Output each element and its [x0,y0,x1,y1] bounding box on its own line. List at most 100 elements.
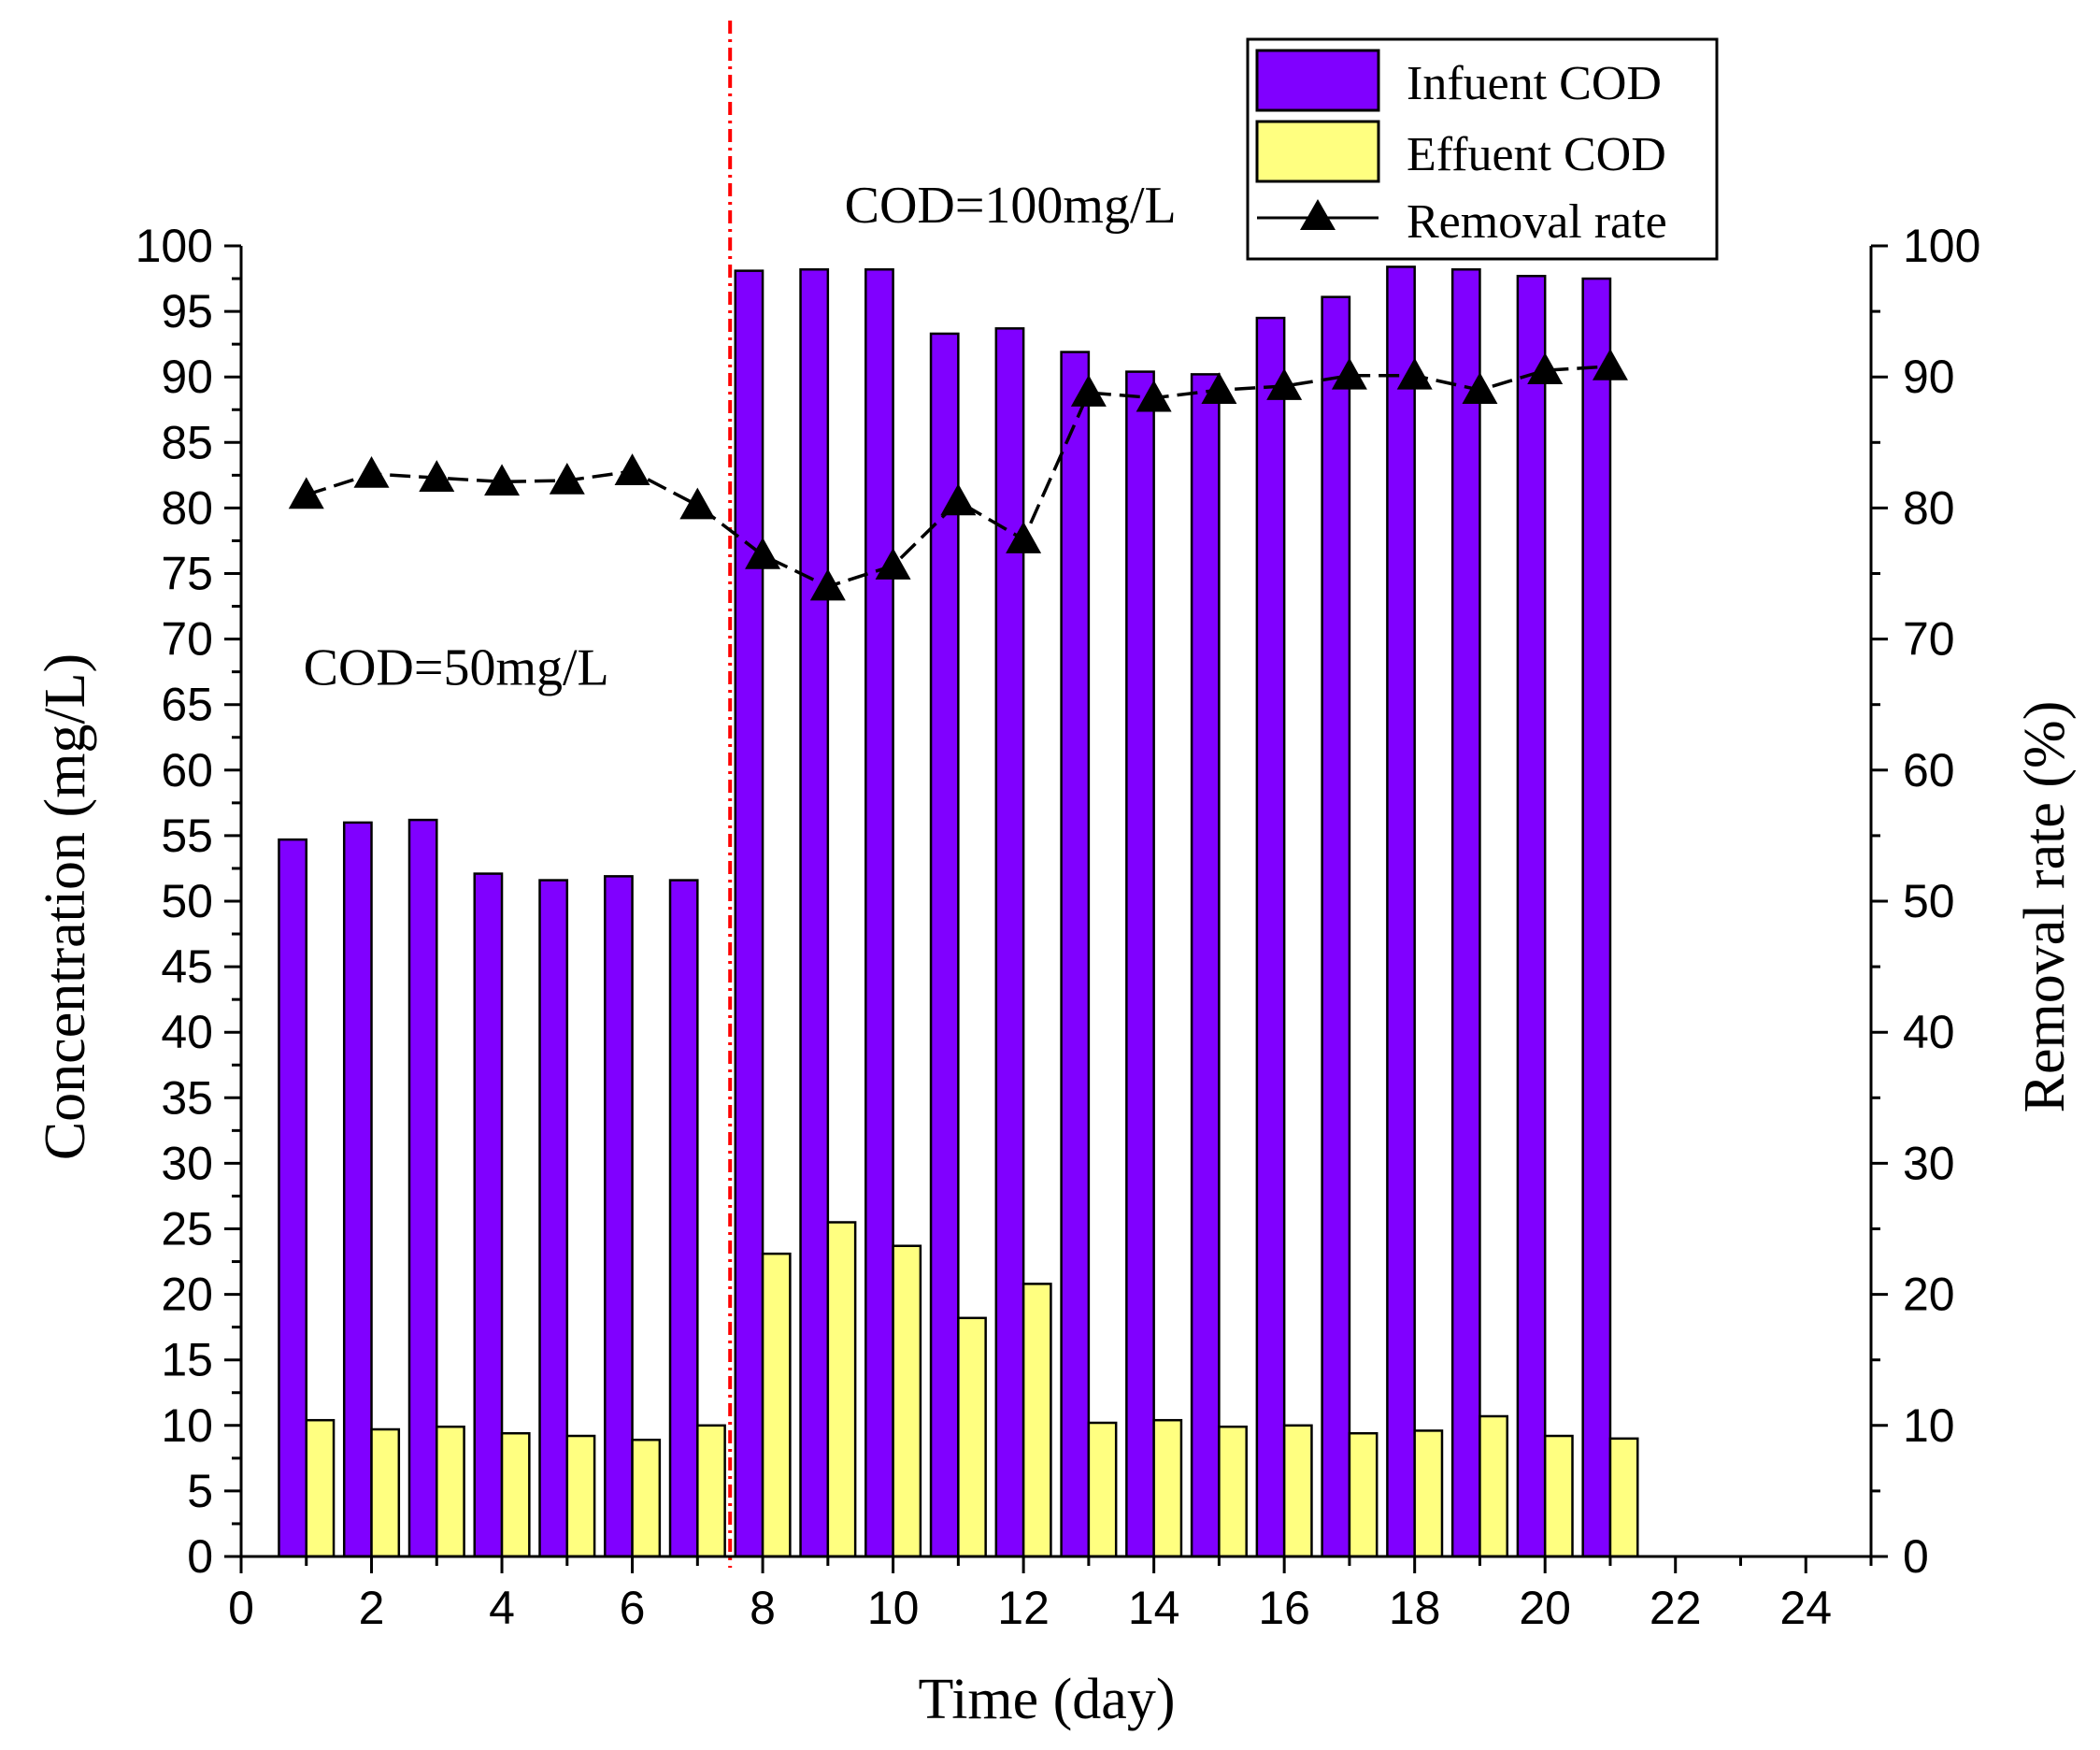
y2-tick-label-80: 80 [1903,481,1955,534]
y-tick-label-40: 40 [161,1006,213,1058]
y-tick-label-100: 100 [136,220,213,272]
y2-tick-label-50: 50 [1903,875,1955,927]
bar-effuent-19 [1479,1414,1508,1558]
y-tick-label-80: 80 [161,481,213,534]
legend-label-removal: Removal rate [1407,195,1667,249]
bar-infuent-4 [473,872,504,1558]
y2-tick-label-0: 0 [1903,1530,1929,1583]
bar-effuent-3 [436,1425,465,1558]
y-tick-label-65: 65 [161,679,213,731]
legend-swatch-effuent [1255,120,1380,183]
x-tick-label-20: 20 [1519,1582,1571,1634]
x-tick-label-4: 4 [489,1582,515,1634]
bar-infuent-3 [407,818,438,1558]
removal-marker-18 [1396,357,1433,390]
bar-effuent-1 [305,1418,336,1558]
removal-marker-21 [1592,348,1628,380]
bar-effuent-18 [1413,1429,1444,1558]
annotation-1: COD=100mg/L [845,177,1177,235]
removal-marker-13 [1070,375,1107,407]
legend-swatch-infuent [1255,49,1380,112]
legend-label-infuent: Infuent COD [1407,57,1662,110]
y-tick-label-95: 95 [161,285,213,337]
x-tick-label-14: 14 [1128,1582,1180,1634]
removal-rate-line [306,365,1611,589]
y-tick-label-70: 70 [161,613,213,666]
bar-infuent-20 [1516,274,1547,1558]
y2-tick-label-60: 60 [1903,744,1955,796]
removal-marker-3 [419,460,455,492]
removal-marker-4 [484,464,521,496]
bar-infuent-5 [538,879,569,1558]
x-tick-label-22: 22 [1650,1582,1702,1634]
annotation-0: COD=50mg/L [304,639,609,697]
x-tick-label-16: 16 [1258,1582,1310,1634]
bar-infuent-17 [1321,295,1351,1558]
bar-effuent-7 [696,1424,726,1558]
bar-effuent-16 [1282,1424,1313,1558]
x-tick-label-12: 12 [997,1582,1050,1634]
removal-marker-6 [614,453,650,485]
removal-marker-7 [679,487,716,520]
y-tick-label-60: 60 [161,744,213,796]
bar-effuent-20 [1543,1434,1574,1558]
y-tick-label-50: 50 [161,875,213,927]
legend-label-effuent: Effuent COD [1407,128,1666,181]
bar-effuent-5 [565,1434,596,1558]
bar-effuent-11 [957,1316,987,1558]
y2-tick-label-40: 40 [1903,1006,1955,1058]
y-tick-label-90: 90 [161,351,213,403]
removal-marker-12 [1006,522,1042,553]
removal-marker-2 [353,455,390,488]
x-tick-label-8: 8 [750,1582,776,1634]
bar-infuent-21 [1581,277,1612,1558]
y-tick-label-5: 5 [187,1465,213,1517]
x-tick-label-24: 24 [1779,1582,1832,1634]
removal-marker-8 [745,537,781,569]
bar-effuent-12 [1021,1283,1052,1558]
bar-infuent-7 [668,879,699,1558]
y-tick-label-15: 15 [161,1334,213,1386]
bar-infuent-14 [1125,370,1155,1558]
bar-effuent-10 [892,1244,922,1558]
legend-marker-removal [1300,199,1336,230]
bar-infuent-2 [342,821,373,1558]
bar-effuent-6 [631,1438,662,1558]
removal-marker-5 [549,462,585,495]
removal-marker-19 [1462,372,1498,405]
removal-marker-17 [1331,357,1367,390]
y-tick-label-20: 20 [161,1269,213,1321]
axes-layer [224,244,1888,1573]
removal-marker-15 [1201,372,1237,405]
x-axis-title: Time (day) [919,1668,1176,1731]
x-tick-label-2: 2 [359,1582,385,1634]
bar-infuent-16 [1255,316,1286,1558]
bar-infuent-13 [1060,351,1091,1558]
y2-axis-title: Removal rate (%) [2013,701,2077,1113]
y-axis-title: Concentration (mg/L) [34,653,97,1160]
legend: Infuent COD Effuent COD Removal rate [1246,37,1719,261]
x-tick-label-18: 18 [1389,1582,1441,1634]
bar-effuent-9 [826,1221,857,1558]
y2-tick-label-10: 10 [1903,1399,1955,1452]
bar-infuent-8 [734,269,764,1558]
y-tick-label-75: 75 [161,548,213,600]
y-tick-label-45: 45 [161,940,213,993]
removal-marker-16 [1266,368,1303,400]
bar-infuent-1 [278,838,308,1558]
y2-tick-label-100: 100 [1903,220,1980,272]
bar-effuent-8 [761,1252,792,1558]
y-tick-label-25: 25 [161,1203,213,1255]
bars-layer [278,265,1639,1558]
removal-marker-9 [809,568,846,601]
bar-infuent-9 [799,267,830,1558]
text-layer: 0510152025303540455055606570758085909510… [136,177,1981,1634]
y2-tick-label-70: 70 [1903,613,1955,666]
y2-tick-label-20: 20 [1903,1269,1955,1321]
x-tick-label-6: 6 [620,1582,646,1634]
y-tick-label-10: 10 [161,1399,213,1452]
removal-marker-20 [1527,352,1564,385]
bar-effuent-2 [370,1427,401,1558]
bar-effuent-4 [500,1431,531,1558]
